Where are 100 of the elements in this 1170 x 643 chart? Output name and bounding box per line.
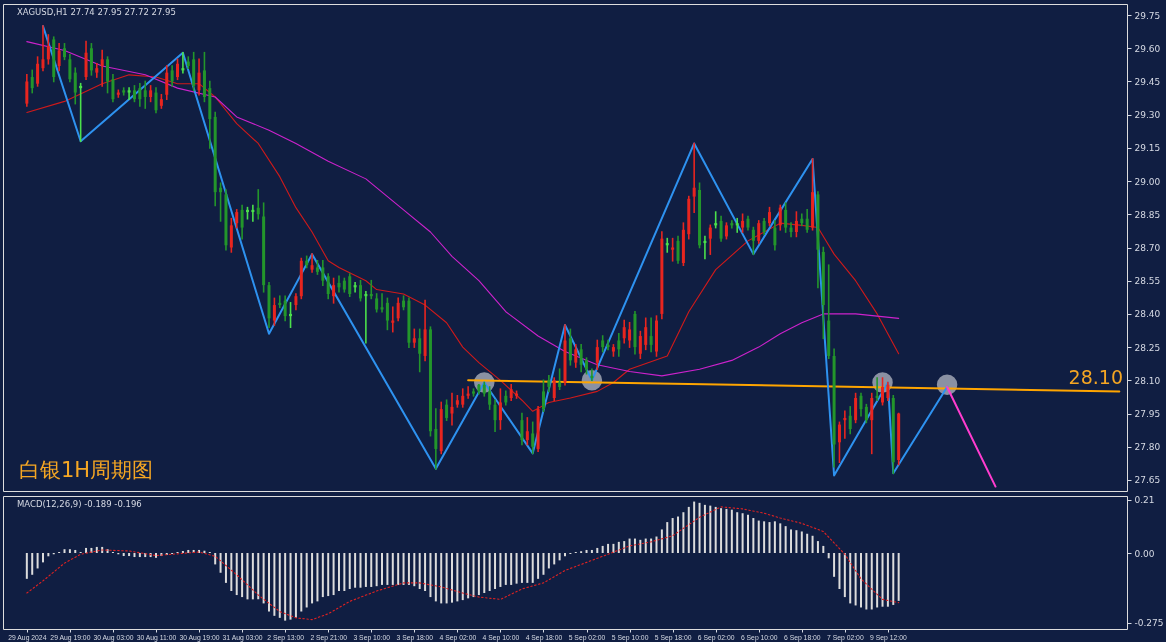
bar [725, 508, 728, 553]
candlestick [111, 74, 115, 103]
bar [811, 535, 814, 553]
bar [687, 506, 690, 553]
bar [133, 553, 136, 558]
bar [526, 553, 529, 583]
bar [311, 553, 314, 604]
bar [757, 520, 760, 553]
candlestick [240, 204, 244, 240]
bar [876, 553, 879, 608]
bar [31, 553, 34, 575]
candlestick [25, 74, 29, 107]
candlestick [219, 182, 223, 222]
bar [187, 549, 190, 553]
candlestick [321, 259, 325, 286]
bar [671, 518, 674, 553]
candlestick [434, 408, 438, 470]
bar [224, 553, 227, 583]
bar [779, 523, 782, 553]
y-tick-label: 27.65 [1134, 475, 1161, 486]
bar [472, 553, 475, 598]
bar [273, 553, 276, 616]
candlestick [552, 377, 556, 402]
bar [434, 553, 437, 602]
bar [41, 553, 44, 563]
bar [596, 547, 599, 553]
bar [795, 530, 798, 553]
bar [85, 547, 88, 553]
bar [359, 553, 362, 588]
candlestick [229, 217, 233, 253]
bar [849, 553, 852, 604]
candlestick [122, 87, 126, 96]
candlestick [106, 56, 110, 94]
candlestick [396, 297, 400, 322]
bar [843, 553, 846, 598]
candlestick [848, 406, 852, 435]
candlestick [359, 279, 362, 302]
candlestick [89, 43, 93, 76]
candlestick [617, 333, 621, 357]
candlestick [649, 317, 653, 353]
candlestick [493, 399, 497, 433]
candlestick [73, 67, 77, 105]
y-tick-label: 29.30 [1134, 110, 1161, 121]
bar [241, 553, 244, 598]
bar [316, 553, 319, 602]
bar [402, 553, 405, 585]
bar [381, 553, 384, 585]
bar [897, 553, 900, 601]
y-tick-label: 28.55 [1134, 276, 1161, 287]
candlestick [854, 392, 858, 424]
bar [504, 553, 507, 585]
bar [219, 553, 222, 573]
bar [348, 553, 351, 589]
bar [440, 553, 443, 604]
bar [128, 553, 131, 557]
candlestick [36, 56, 40, 87]
y-tick-label: 0.00 [1134, 548, 1155, 559]
line-series [26, 74, 900, 412]
candlestick [837, 421, 841, 464]
bar [25, 553, 28, 579]
bar [289, 553, 292, 620]
candlestick [138, 82, 142, 107]
bar [607, 543, 610, 553]
bar [138, 553, 141, 558]
candlestick [789, 222, 793, 238]
bar [354, 553, 357, 588]
bar [590, 549, 593, 553]
candlestick [654, 315, 658, 357]
candlestick [757, 220, 761, 244]
bar [375, 553, 378, 587]
y-tick-label: 28.85 [1134, 209, 1161, 220]
bar [305, 553, 308, 608]
bar [450, 553, 453, 603]
candlestick [30, 69, 34, 94]
bar [95, 546, 98, 553]
candlestick [186, 56, 190, 69]
bar [773, 521, 776, 553]
bar [790, 529, 793, 553]
candlestick [385, 297, 389, 331]
bar [677, 516, 680, 553]
bar [617, 541, 620, 553]
bar [63, 549, 66, 553]
line-series [26, 506, 900, 621]
bar [703, 504, 706, 553]
candlestick [445, 399, 449, 421]
bar [537, 553, 540, 579]
bar [246, 553, 249, 600]
bar [386, 553, 389, 585]
candlestick [628, 321, 632, 348]
candlestick [472, 388, 476, 397]
bar [628, 538, 631, 553]
candlestick [870, 392, 874, 455]
candlestick [143, 80, 147, 109]
bar [407, 553, 410, 585]
bar [321, 553, 324, 598]
bar [494, 553, 497, 589]
bar [542, 553, 545, 575]
candlestick [638, 330, 642, 359]
candlestick [165, 65, 169, 100]
y-tick-label: 28.10 [1134, 375, 1161, 386]
